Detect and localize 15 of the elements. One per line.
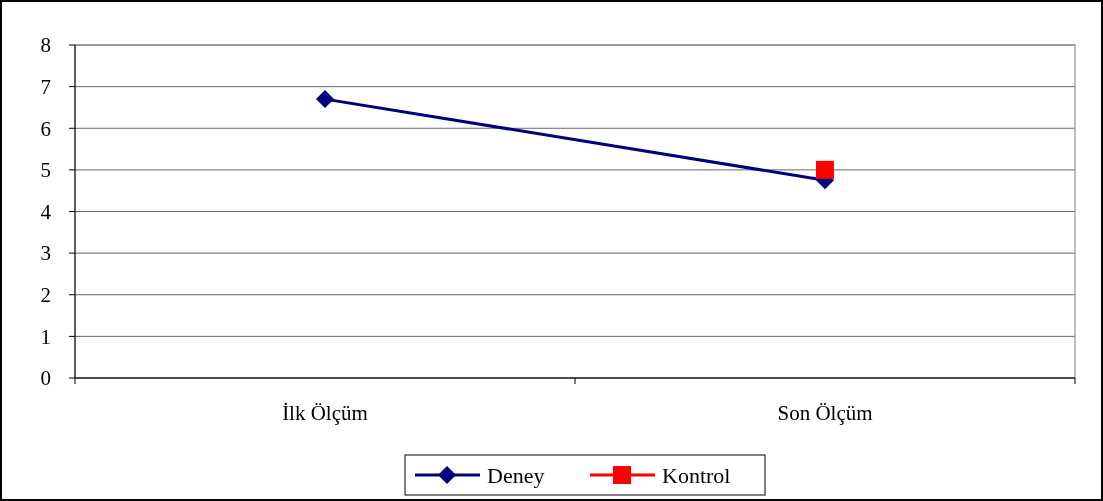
legend-label: Deney xyxy=(487,462,545,488)
legend-label: Kontrol xyxy=(662,462,731,488)
y-tick-label: 7 xyxy=(40,74,51,99)
y-tick-label: 1 xyxy=(40,324,51,349)
point xyxy=(316,90,334,109)
x-tick-label: İlk Ölçüm xyxy=(282,401,368,425)
y-tick-label: 0 xyxy=(40,366,51,391)
y-tick-label: 3 xyxy=(40,241,51,266)
y-tick-label: 8 xyxy=(40,33,51,58)
x-tick-label: Son Ölçüm xyxy=(777,401,873,425)
y-tick-label: 4 xyxy=(40,199,52,224)
y-tick-label: 5 xyxy=(40,158,51,183)
y-tick-label: 6 xyxy=(40,116,51,141)
point xyxy=(816,160,834,179)
y-tick-label: 2 xyxy=(40,283,51,308)
